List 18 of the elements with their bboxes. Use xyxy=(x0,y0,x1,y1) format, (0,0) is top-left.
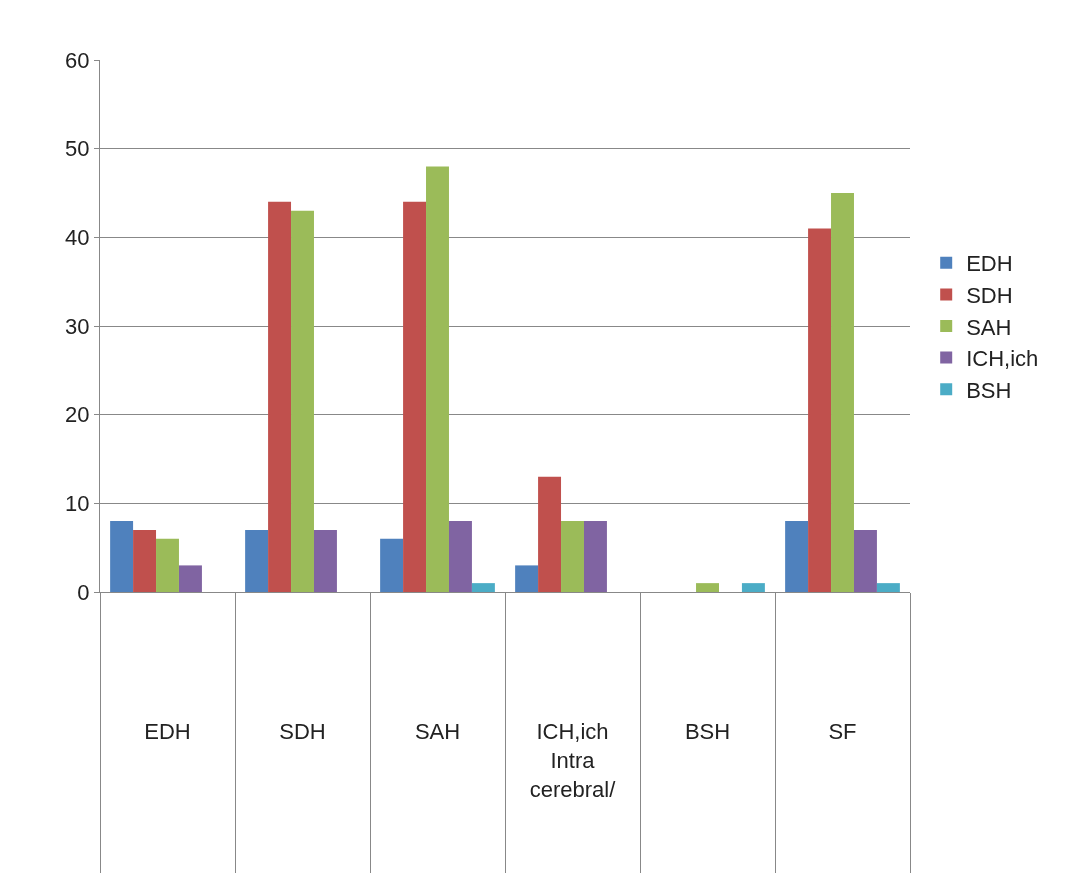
y-tick-label: 50 xyxy=(65,136,90,162)
y-tick-label: 40 xyxy=(65,225,90,251)
legend-label: ICH,ich xyxy=(966,346,1039,372)
y-tick-label: 20 xyxy=(65,402,90,428)
x-tick-label: EDH xyxy=(144,719,191,745)
x-tick-label: BSH xyxy=(684,719,731,745)
legend-label: SAH xyxy=(966,314,1012,340)
y-tick-label: 30 xyxy=(65,313,90,339)
legend-label: SDH xyxy=(966,282,1013,308)
legend-label: EDH xyxy=(966,251,1013,277)
x-tick-label: SF xyxy=(828,719,857,745)
x-tick-label: ICH,ich Intra cerebral/ xyxy=(529,719,617,802)
x-tick-label: SAH xyxy=(414,719,461,745)
legend-label: BSH xyxy=(966,377,1012,403)
y-tick-label: 0 xyxy=(77,579,90,605)
x-tick-label: SDH xyxy=(279,719,326,745)
y-tick-label: 10 xyxy=(65,491,90,517)
y-tick-label: 60 xyxy=(65,47,90,73)
